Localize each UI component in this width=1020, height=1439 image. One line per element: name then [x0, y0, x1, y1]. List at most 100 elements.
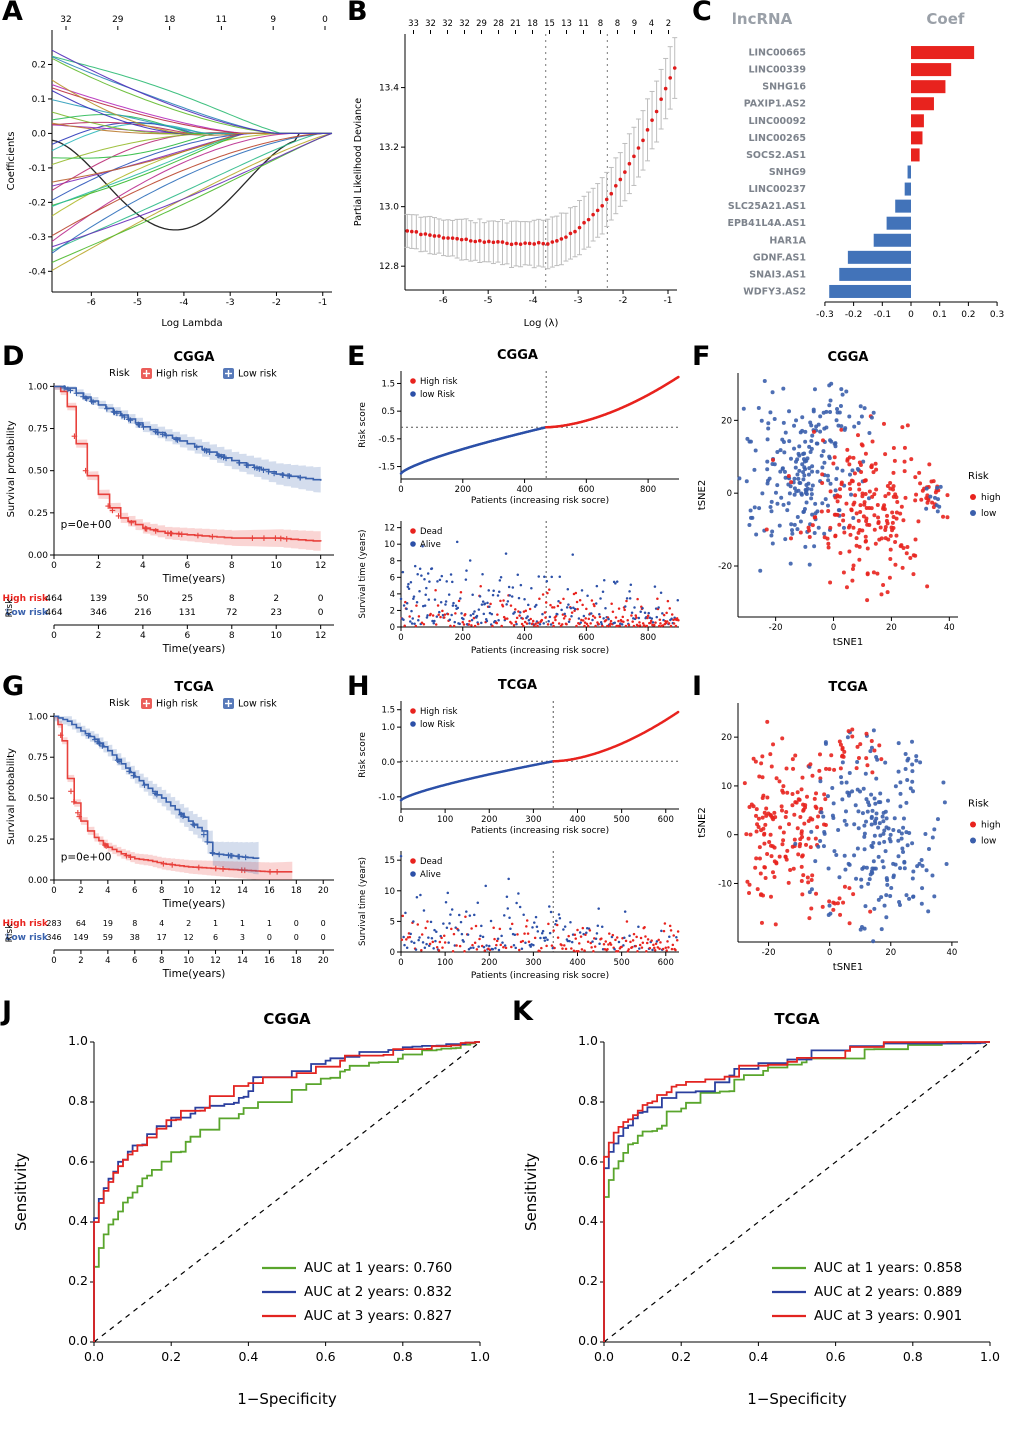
- svg-text:LINC00092: LINC00092: [748, 116, 806, 127]
- svg-text:Risk: Risk: [109, 698, 130, 709]
- svg-text:SLC25A21.AS1: SLC25A21.AS1: [728, 201, 806, 212]
- svg-text:800: 800: [640, 485, 656, 495]
- panel-K-label: K: [512, 996, 533, 1027]
- panel-I-label: I: [692, 671, 703, 702]
- svg-text:Dead: Dead: [420, 857, 442, 867]
- svg-text:0.50: 0.50: [28, 467, 48, 477]
- svg-text:200: 200: [455, 485, 471, 495]
- svg-text:low Risk: low Risk: [420, 390, 455, 400]
- svg-text:8: 8: [598, 19, 603, 29]
- svg-text:200: 200: [481, 958, 497, 968]
- svg-text:200: 200: [481, 815, 497, 825]
- svg-text:Alive: Alive: [420, 870, 441, 880]
- svg-text:0.0: 0.0: [32, 129, 47, 139]
- roc-chart-tcga: TCGA 0.0 0.2 0.4 0.6 0.8 1.0 0.0 0.2 0.4 0.6 0.8 1.0…: [510, 1000, 1020, 1439]
- svg-text:1.00: 1.00: [28, 382, 48, 392]
- panel-E: E CGGA -1.5 -0.5 0.5 1.5 0 200 400 600 800 High ri…: [345, 341, 690, 675]
- svg-text:4: 4: [649, 19, 654, 29]
- svg-text:20: 20: [885, 948, 896, 958]
- panel-C-label: C: [692, 0, 712, 27]
- panel-F-label: F: [692, 341, 711, 372]
- svg-text:18: 18: [527, 19, 538, 29]
- svg-text:19: 19: [103, 919, 113, 928]
- svg-text:SNHG9: SNHG9: [769, 167, 806, 178]
- svg-text:100: 100: [437, 815, 453, 825]
- svg-text:Risk: Risk: [968, 471, 989, 482]
- svg-text:LINC00339: LINC00339: [748, 65, 806, 76]
- svg-text:EPB41L4A.AS1: EPB41L4A.AS1: [727, 218, 806, 229]
- svg-text:14: 14: [237, 956, 248, 966]
- svg-text:6: 6: [132, 886, 137, 896]
- svg-text:400: 400: [516, 633, 532, 643]
- svg-text:500: 500: [614, 815, 630, 825]
- svg-text:11: 11: [216, 15, 227, 25]
- svg-text:Coef: Coef: [926, 10, 964, 28]
- svg-text:8: 8: [159, 956, 164, 966]
- svg-text:64: 64: [76, 919, 86, 928]
- svg-text:20: 20: [886, 623, 897, 633]
- panel-I: I TCGA -20 0 20 40 -10 0 10 20 Risk high low tSNE1 tS…: [690, 671, 1020, 1000]
- svg-text:18: 18: [291, 956, 302, 966]
- svg-text:14: 14: [237, 886, 248, 896]
- panel-J-label: J: [2, 996, 13, 1027]
- svg-text:1−Specificity: 1−Specificity: [747, 1390, 847, 1408]
- svg-text:0.4: 0.4: [748, 1349, 768, 1364]
- svg-text:Time(years): Time(years): [162, 643, 226, 655]
- svg-text:283: 283: [46, 919, 61, 928]
- svg-text:0.00: 0.00: [28, 876, 48, 886]
- svg-text:3: 3: [240, 933, 245, 942]
- svg-text:Coefficients: Coefficients: [6, 132, 17, 191]
- svg-text:0: 0: [51, 631, 57, 641]
- svg-text:0.2: 0.2: [161, 1349, 181, 1364]
- svg-text:0.50: 0.50: [28, 794, 48, 804]
- svg-text:10: 10: [721, 782, 732, 792]
- svg-text:16: 16: [264, 886, 275, 896]
- svg-text:20: 20: [721, 733, 732, 743]
- svg-text:131: 131: [179, 608, 196, 618]
- svg-text:0: 0: [267, 933, 272, 942]
- svg-text:10: 10: [384, 887, 395, 897]
- svg-text:6: 6: [213, 933, 218, 942]
- svg-text:5: 5: [390, 917, 395, 927]
- svg-text:23: 23: [270, 608, 281, 618]
- panel-A-label: A: [2, 0, 23, 27]
- svg-text:1.5: 1.5: [381, 379, 395, 389]
- svg-text:1.0: 1.0: [578, 1033, 598, 1048]
- svg-text:1.0: 1.0: [980, 1349, 1000, 1364]
- svg-text:Patients (increasing risk socr: Patients (increasing risk socre): [471, 496, 609, 506]
- svg-text:600: 600: [658, 958, 674, 968]
- cv-deviance-chart: -6 -5 -4 -3 -2 -112.813.013.213.433 32 32 32 29 28…: [345, 0, 690, 340]
- svg-text:0: 0: [398, 815, 403, 825]
- svg-text:high: high: [981, 493, 1001, 503]
- svg-text:High risk: High risk: [420, 707, 458, 717]
- svg-text:Sensitivity: Sensitivity: [12, 1153, 30, 1231]
- svg-text:Risk score: Risk score: [358, 732, 368, 778]
- panel-D-label: D: [2, 341, 25, 372]
- svg-text:p=0e+00: p=0e+00: [61, 851, 112, 863]
- svg-text:Risk: Risk: [968, 799, 989, 810]
- svg-text:600: 600: [578, 633, 594, 643]
- svg-text:12: 12: [210, 956, 221, 966]
- svg-text:16: 16: [264, 956, 275, 966]
- svg-text:0.8: 0.8: [578, 1093, 598, 1108]
- svg-text:4: 4: [390, 590, 395, 600]
- svg-text:0: 0: [318, 608, 324, 618]
- svg-text:1: 1: [240, 919, 245, 928]
- svg-text:21: 21: [510, 19, 521, 29]
- svg-text:0: 0: [390, 623, 395, 633]
- svg-text:20: 20: [318, 886, 329, 896]
- svg-text:-6: -6: [439, 296, 448, 306]
- svg-text:2: 2: [666, 19, 671, 29]
- svg-text:Alive: Alive: [420, 540, 441, 550]
- svg-text:AUC at 2 years: 0.832: AUC at 2 years: 0.832: [304, 1284, 452, 1300]
- svg-text:tSNE1: tSNE1: [833, 637, 863, 648]
- panel-G-label: G: [2, 671, 25, 702]
- svg-text:-0.1: -0.1: [874, 310, 892, 320]
- svg-text:TCGA: TCGA: [774, 1010, 820, 1028]
- svg-text:15: 15: [384, 856, 395, 866]
- svg-text:Time(years): Time(years): [162, 968, 226, 980]
- svg-text:0.25: 0.25: [28, 835, 48, 845]
- svg-text:High risk: High risk: [156, 369, 198, 380]
